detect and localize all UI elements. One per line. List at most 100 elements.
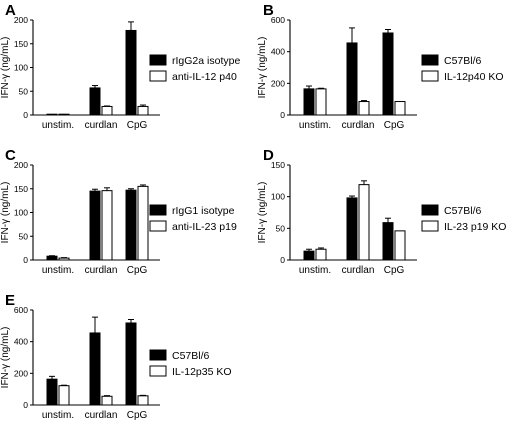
panel-label: E (5, 292, 15, 309)
y-tick-label: 0 (280, 255, 285, 265)
y-tick-label: 100 (14, 63, 28, 73)
bar-open (137, 395, 149, 406)
y-axis-label: IFN-γ (ng/mL) (0, 182, 11, 244)
bar-open (137, 105, 149, 116)
legend-label: IL-23 p19 KO (444, 221, 506, 233)
y-tick-label: 150 (14, 184, 28, 194)
legend-swatch (149, 349, 167, 361)
y-tick-label: 50 (19, 231, 29, 241)
bar-filled (46, 378, 58, 406)
bar-open (101, 190, 113, 261)
x-category-label: unstim. (42, 265, 74, 276)
legend-label: anti-IL-23 p19 (172, 221, 237, 233)
x-category-label: curdlan (85, 120, 118, 131)
y-tick-label: 50 (19, 86, 29, 96)
bar-open (315, 248, 327, 261)
y-tick-label: 100 (14, 208, 28, 218)
x-category-label: curdlan (342, 120, 375, 131)
y-tick-label: 200 (14, 15, 28, 25)
x-category-label: curdlan (85, 410, 118, 421)
panel-label: B (263, 2, 274, 19)
chart-panel-c: C 0 50 100 150 200 IFN-γ (ng/mL) unstim. curdlan… (0, 147, 237, 276)
bar-open (137, 185, 149, 261)
x-category-label: unstim. (42, 120, 74, 131)
legend-swatch (149, 54, 167, 66)
y-tick-label: 200 (14, 368, 28, 378)
y-axis-label: IFN-γ (ng/mL) (0, 37, 11, 99)
bar-open (58, 113, 70, 116)
y-tick-label: 150 (271, 160, 285, 170)
panel-label: A (5, 2, 16, 19)
legend-swatch (149, 220, 167, 232)
legend-label: C57Bl/6 (172, 350, 210, 362)
legend-label: C57Bl/6 (444, 205, 482, 217)
y-tick-label: 600 (271, 15, 285, 25)
panel-label: C (5, 147, 16, 164)
legend-label: IL-12p40 KO (444, 71, 504, 83)
y-tick-label: 0 (23, 255, 28, 265)
bar-open (315, 88, 327, 116)
bar-filled (125, 322, 137, 406)
y-tick-label: 200 (14, 160, 28, 170)
chart-panel-e: E 0 200 400 600 IFN-γ (ng/mL) unstim. curdlan Cp… (0, 292, 232, 421)
y-axis-label: IFN-γ (ng/mL) (257, 182, 268, 244)
bar-filled (89, 190, 101, 261)
y-axis-label: IFN-γ (ng/mL) (0, 327, 11, 389)
legend-label: anti-IL-12 p40 (172, 71, 237, 83)
bar-open (101, 395, 113, 406)
bar-filled (89, 332, 101, 406)
y-tick-label: 400 (271, 47, 285, 57)
x-category-label: unstim. (299, 265, 331, 276)
y-tick-label: 0 (23, 400, 28, 410)
bar-filled (346, 197, 358, 261)
legend-label: rIgG2a isotype (172, 55, 240, 67)
y-tick-label: 400 (14, 337, 28, 347)
bar-open (394, 101, 406, 116)
bar-open (58, 385, 70, 406)
y-axis-label: IFN-γ (ng/mL) (257, 37, 268, 99)
y-tick-label: 0 (280, 110, 285, 120)
legend-label: IL-12p35 KO (172, 366, 232, 378)
legend-swatch (149, 204, 167, 216)
y-tick-label: 200 (271, 78, 285, 88)
bar-filled (46, 255, 58, 261)
bar-filled (303, 250, 315, 261)
legend-label: rIgG1 isotype (172, 205, 235, 217)
y-tick-label: 0 (23, 110, 28, 120)
legend-swatch (421, 204, 439, 216)
bar-filled (89, 87, 101, 116)
x-category-label: unstim. (42, 410, 74, 421)
legend-swatch (421, 54, 439, 66)
x-category-label: CpG (127, 410, 148, 421)
x-category-label: CpG (384, 265, 405, 276)
bar-open (358, 184, 370, 261)
legend-swatch (421, 220, 439, 232)
legend-swatch (421, 70, 439, 82)
y-tick-label: 100 (271, 192, 285, 202)
x-category-label: curdlan (85, 265, 118, 276)
bar-filled (125, 29, 137, 116)
bar-filled (382, 32, 394, 116)
panel-label: D (263, 147, 274, 164)
x-category-label: CpG (127, 120, 148, 131)
chart-panel-b: B 0 200 400 600 IFN-γ (ng/mL) unstim. curdlan Cp… (257, 2, 504, 131)
bar-open (58, 257, 70, 261)
y-tick-label: 150 (14, 39, 28, 49)
bar-filled (46, 113, 58, 116)
bar-filled (125, 189, 137, 261)
x-category-label: CpG (384, 120, 405, 131)
legend-swatch (149, 365, 167, 377)
chart-panel-d: D 0 50 100 150 IFN-γ (ng/mL) unstim. curdlan CpG… (257, 147, 506, 276)
bar-filled (382, 222, 394, 261)
x-category-label: curdlan (342, 265, 375, 276)
legend-label: C57Bl/6 (444, 55, 482, 67)
x-category-label: unstim. (299, 120, 331, 131)
bar-open (101, 105, 113, 116)
bar-open (358, 101, 370, 116)
bar-open (394, 230, 406, 261)
bar-filled (346, 42, 358, 116)
y-tick-label: 600 (14, 305, 28, 315)
chart-panel-a: A 0 50 100 150 200 IFN-γ (ng/mL) unstim. curdlan… (0, 2, 240, 131)
x-category-label: CpG (127, 265, 148, 276)
